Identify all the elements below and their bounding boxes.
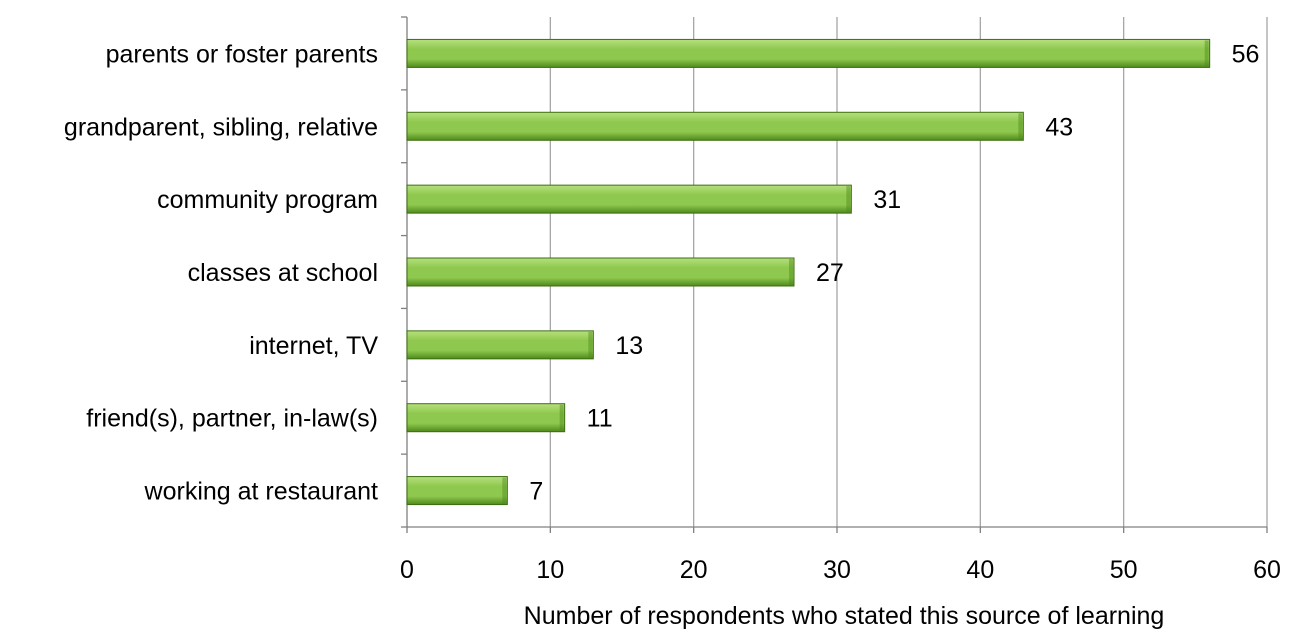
bar-end-bevel: [1204, 40, 1209, 67]
data-label: 13: [615, 332, 643, 360]
x-tick-label: 20: [680, 556, 708, 584]
data-label: 27: [816, 259, 844, 287]
x-axis-title: Number of respondents who stated this so…: [524, 602, 1165, 630]
bar: [406, 476, 508, 506]
x-tick-label: 10: [536, 556, 564, 584]
bar-end-bevel: [559, 404, 564, 431]
bar-end-bevel: [502, 477, 507, 504]
bar: [406, 403, 566, 433]
bar: [406, 257, 795, 287]
labels: 0 10 20 30 40 50 60 parents or foster parents 56…: [64, 40, 1281, 584]
category-label: classes at school: [188, 259, 378, 287]
category-label: community program: [157, 186, 378, 214]
data-label: 31: [873, 186, 901, 214]
category-label: friend(s), partner, in-law(s): [86, 405, 378, 433]
bar-end-bevel: [846, 186, 851, 213]
x-tick-label: 30: [823, 556, 851, 584]
bar: [406, 184, 852, 214]
data-label: 56: [1232, 40, 1260, 68]
x-tick-label: 0: [400, 556, 414, 584]
bar-end-bevel: [789, 259, 793, 285]
bar-end-bevel: [588, 331, 593, 358]
gridlines: [549, 17, 1268, 527]
data-label: 43: [1045, 113, 1073, 141]
x-tick-label: 60: [1253, 556, 1281, 584]
bar: [406, 111, 1024, 141]
data-label: 11: [587, 405, 613, 433]
bar-end-bevel: [1018, 113, 1023, 140]
category-label: internet, TV: [249, 332, 378, 360]
category-label: working at restaurant: [144, 478, 379, 506]
bars: [406, 38, 1211, 506]
bar: [406, 38, 1211, 68]
data-label: 7: [529, 478, 543, 506]
bar: [406, 330, 594, 360]
category-label: parents or foster parents: [106, 40, 378, 68]
x-tick-label: 50: [1110, 556, 1138, 584]
category-label: grandparent, sibling, relative: [64, 113, 378, 141]
x-tick-label: 40: [966, 556, 994, 584]
